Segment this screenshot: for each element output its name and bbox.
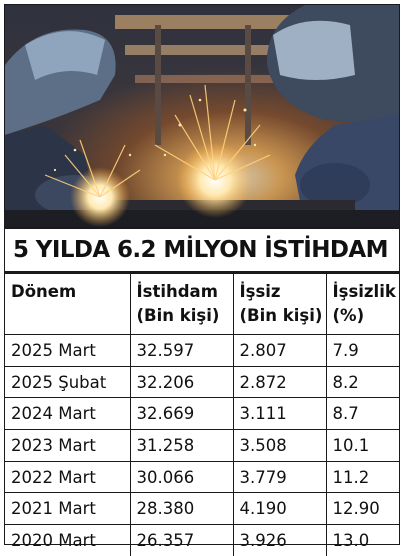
cell-employment: 31.258 (129, 429, 234, 462)
employment-table: Dönem İstihdam (Bin kişi) İşsiz (Bin kiş… (5, 273, 399, 556)
cell-period: 2025 Mart (5, 334, 131, 367)
header-period: Dönem (5, 273, 131, 335)
cell-unemployed: 3.926 (232, 524, 327, 556)
table-row: 2025 Şubat 32.206 2.872 8.2 (5, 365, 399, 399)
header-unemployed-label: İşsiz (239, 282, 281, 301)
table-row: 2025 Mart 32.597 2.807 7.9 (5, 334, 399, 367)
cell-unemployed: 2.872 (232, 365, 327, 399)
cell-unemployed: 2.807 (232, 334, 327, 367)
header-employment: İstihdam (Bin kişi) (129, 273, 234, 335)
cell-rate: 7.9 (325, 334, 399, 367)
cell-employment: 32.669 (129, 397, 234, 431)
cell-rate: 8.2 (325, 365, 399, 399)
cell-period: 2023 Mart (5, 429, 131, 462)
cell-period: 2022 Mart (5, 460, 131, 494)
cell-rate: 8.7 (325, 397, 399, 431)
cell-unemployed: 3.779 (232, 460, 327, 494)
cell-period: 2021 Mart (5, 492, 131, 526)
cell-period: 2024 Mart (5, 397, 131, 431)
cell-unemployed: 3.508 (232, 429, 327, 462)
headline-title: 5 YILDA 6.2 MİLYON İSTİHDAM (13, 237, 388, 263)
table-row: 2023 Mart 31.258 3.508 10.1 (5, 429, 399, 462)
welding-photo (5, 5, 399, 227)
header-period-label: Dönem (11, 282, 77, 301)
cell-rate: 11.2 (325, 460, 399, 494)
cell-employment: 32.597 (129, 334, 234, 367)
header-unemployed-unit: (Bin kişi) (239, 306, 323, 325)
cell-unemployed: 3.111 (232, 397, 327, 431)
table-row: 2021 Mart 28.380 4.190 12.90 (5, 492, 399, 526)
cell-employment: 26.357 (129, 524, 234, 556)
header-unemployed: İşsiz (Bin kişi) (232, 273, 327, 335)
cell-period: 2020 Mart (5, 524, 131, 556)
table-row: 2020 Mart 26.357 3.926 13.0 (5, 524, 399, 556)
cell-period: 2025 Şubat (5, 365, 131, 399)
table-header-row: Dönem İstihdam (Bin kişi) İşsiz (Bin kiş… (5, 273, 399, 335)
cell-employment: 28.380 (129, 492, 234, 526)
cell-employment: 32.206 (129, 365, 234, 399)
cell-rate: 12.90 (325, 492, 399, 526)
cell-rate: 13.0 (325, 524, 399, 556)
table-row: 2022 Mart 30.066 3.779 11.2 (5, 460, 399, 494)
welders-sparks-image (5, 5, 399, 227)
header-employment-unit: (Bin kişi) (136, 306, 220, 325)
cell-rate: 10.1 (325, 429, 399, 462)
header-employment-label: İstihdam (136, 282, 218, 301)
news-graphic: 5 YILDA 6.2 MİLYON İSTİHDAM Dönem İstihd… (4, 4, 400, 556)
headline-bar: 5 YILDA 6.2 MİLYON İSTİHDAM (5, 227, 399, 273)
cell-unemployed: 4.190 (232, 492, 327, 526)
header-unemployment-rate: İşsizlik (%) (325, 273, 399, 335)
header-rate-unit: (%) (332, 306, 365, 325)
header-rate-label: İşsizlik (332, 282, 396, 301)
table-row: 2024 Mart 32.669 3.111 8.7 (5, 397, 399, 431)
cell-employment: 30.066 (129, 460, 234, 494)
